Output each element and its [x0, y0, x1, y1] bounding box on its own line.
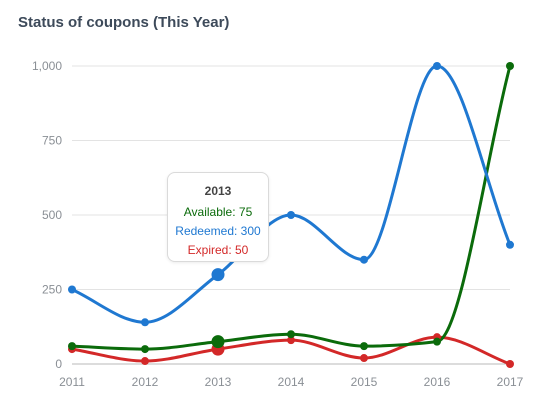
point-available[interactable]	[433, 337, 441, 346]
tooltip-title: 2013	[204, 184, 232, 198]
tooltip-row-available: Available: 75	[183, 205, 253, 219]
tooltip-row-expired: Expired: 50	[187, 243, 249, 257]
series-line-available	[70, 64, 512, 351]
point-expired[interactable]	[287, 336, 295, 345]
series-line-redeemed	[70, 64, 512, 324]
point-available[interactable]	[287, 330, 295, 339]
tooltip-row-redeemed: Redeemed: 300	[175, 224, 261, 238]
x-axis: 2011 2012 2013 2014 2015 2016 2017	[59, 375, 524, 389]
y-axis: 0 250 500 750 1,000	[32, 59, 62, 371]
point-available[interactable]	[211, 335, 225, 349]
y-tick-label: 1,000	[32, 59, 62, 73]
point-redeemed[interactable]	[287, 211, 295, 219]
x-tick-label: 2013	[205, 375, 232, 389]
point-expired[interactable]	[141, 357, 149, 366]
point-redeemed[interactable]	[211, 268, 225, 282]
x-tick-label: 2012	[132, 375, 159, 389]
point-redeemed[interactable]	[433, 62, 441, 70]
tooltip: 2013 Available: 75 Redeemed: 300 Expired…	[167, 172, 269, 262]
x-tick-label: 2014	[278, 375, 305, 389]
point-redeemed[interactable]	[360, 255, 368, 264]
y-tick-label: 250	[42, 283, 62, 297]
point-redeemed[interactable]	[68, 285, 76, 294]
y-tick-label: 500	[42, 208, 62, 222]
point-redeemed[interactable]	[141, 318, 149, 327]
point-available[interactable]	[68, 342, 76, 351]
point-available[interactable]	[141, 345, 149, 354]
point-available[interactable]	[360, 342, 368, 351]
point-redeemed[interactable]	[506, 240, 514, 249]
y-tick-label: 750	[42, 134, 62, 148]
x-tick-label: 2015	[351, 375, 378, 389]
data-points	[68, 62, 514, 368]
point-expired[interactable]	[506, 360, 514, 368]
y-tick-label: 0	[55, 357, 62, 371]
x-tick-label: 2017	[497, 375, 524, 389]
chart-title: Status of coupons (This Year)	[18, 14, 230, 31]
x-tick-label: 2011	[59, 375, 85, 389]
point-expired[interactable]	[360, 354, 368, 363]
point-available[interactable]	[506, 62, 514, 70]
x-tick-label: 2016	[424, 375, 451, 389]
